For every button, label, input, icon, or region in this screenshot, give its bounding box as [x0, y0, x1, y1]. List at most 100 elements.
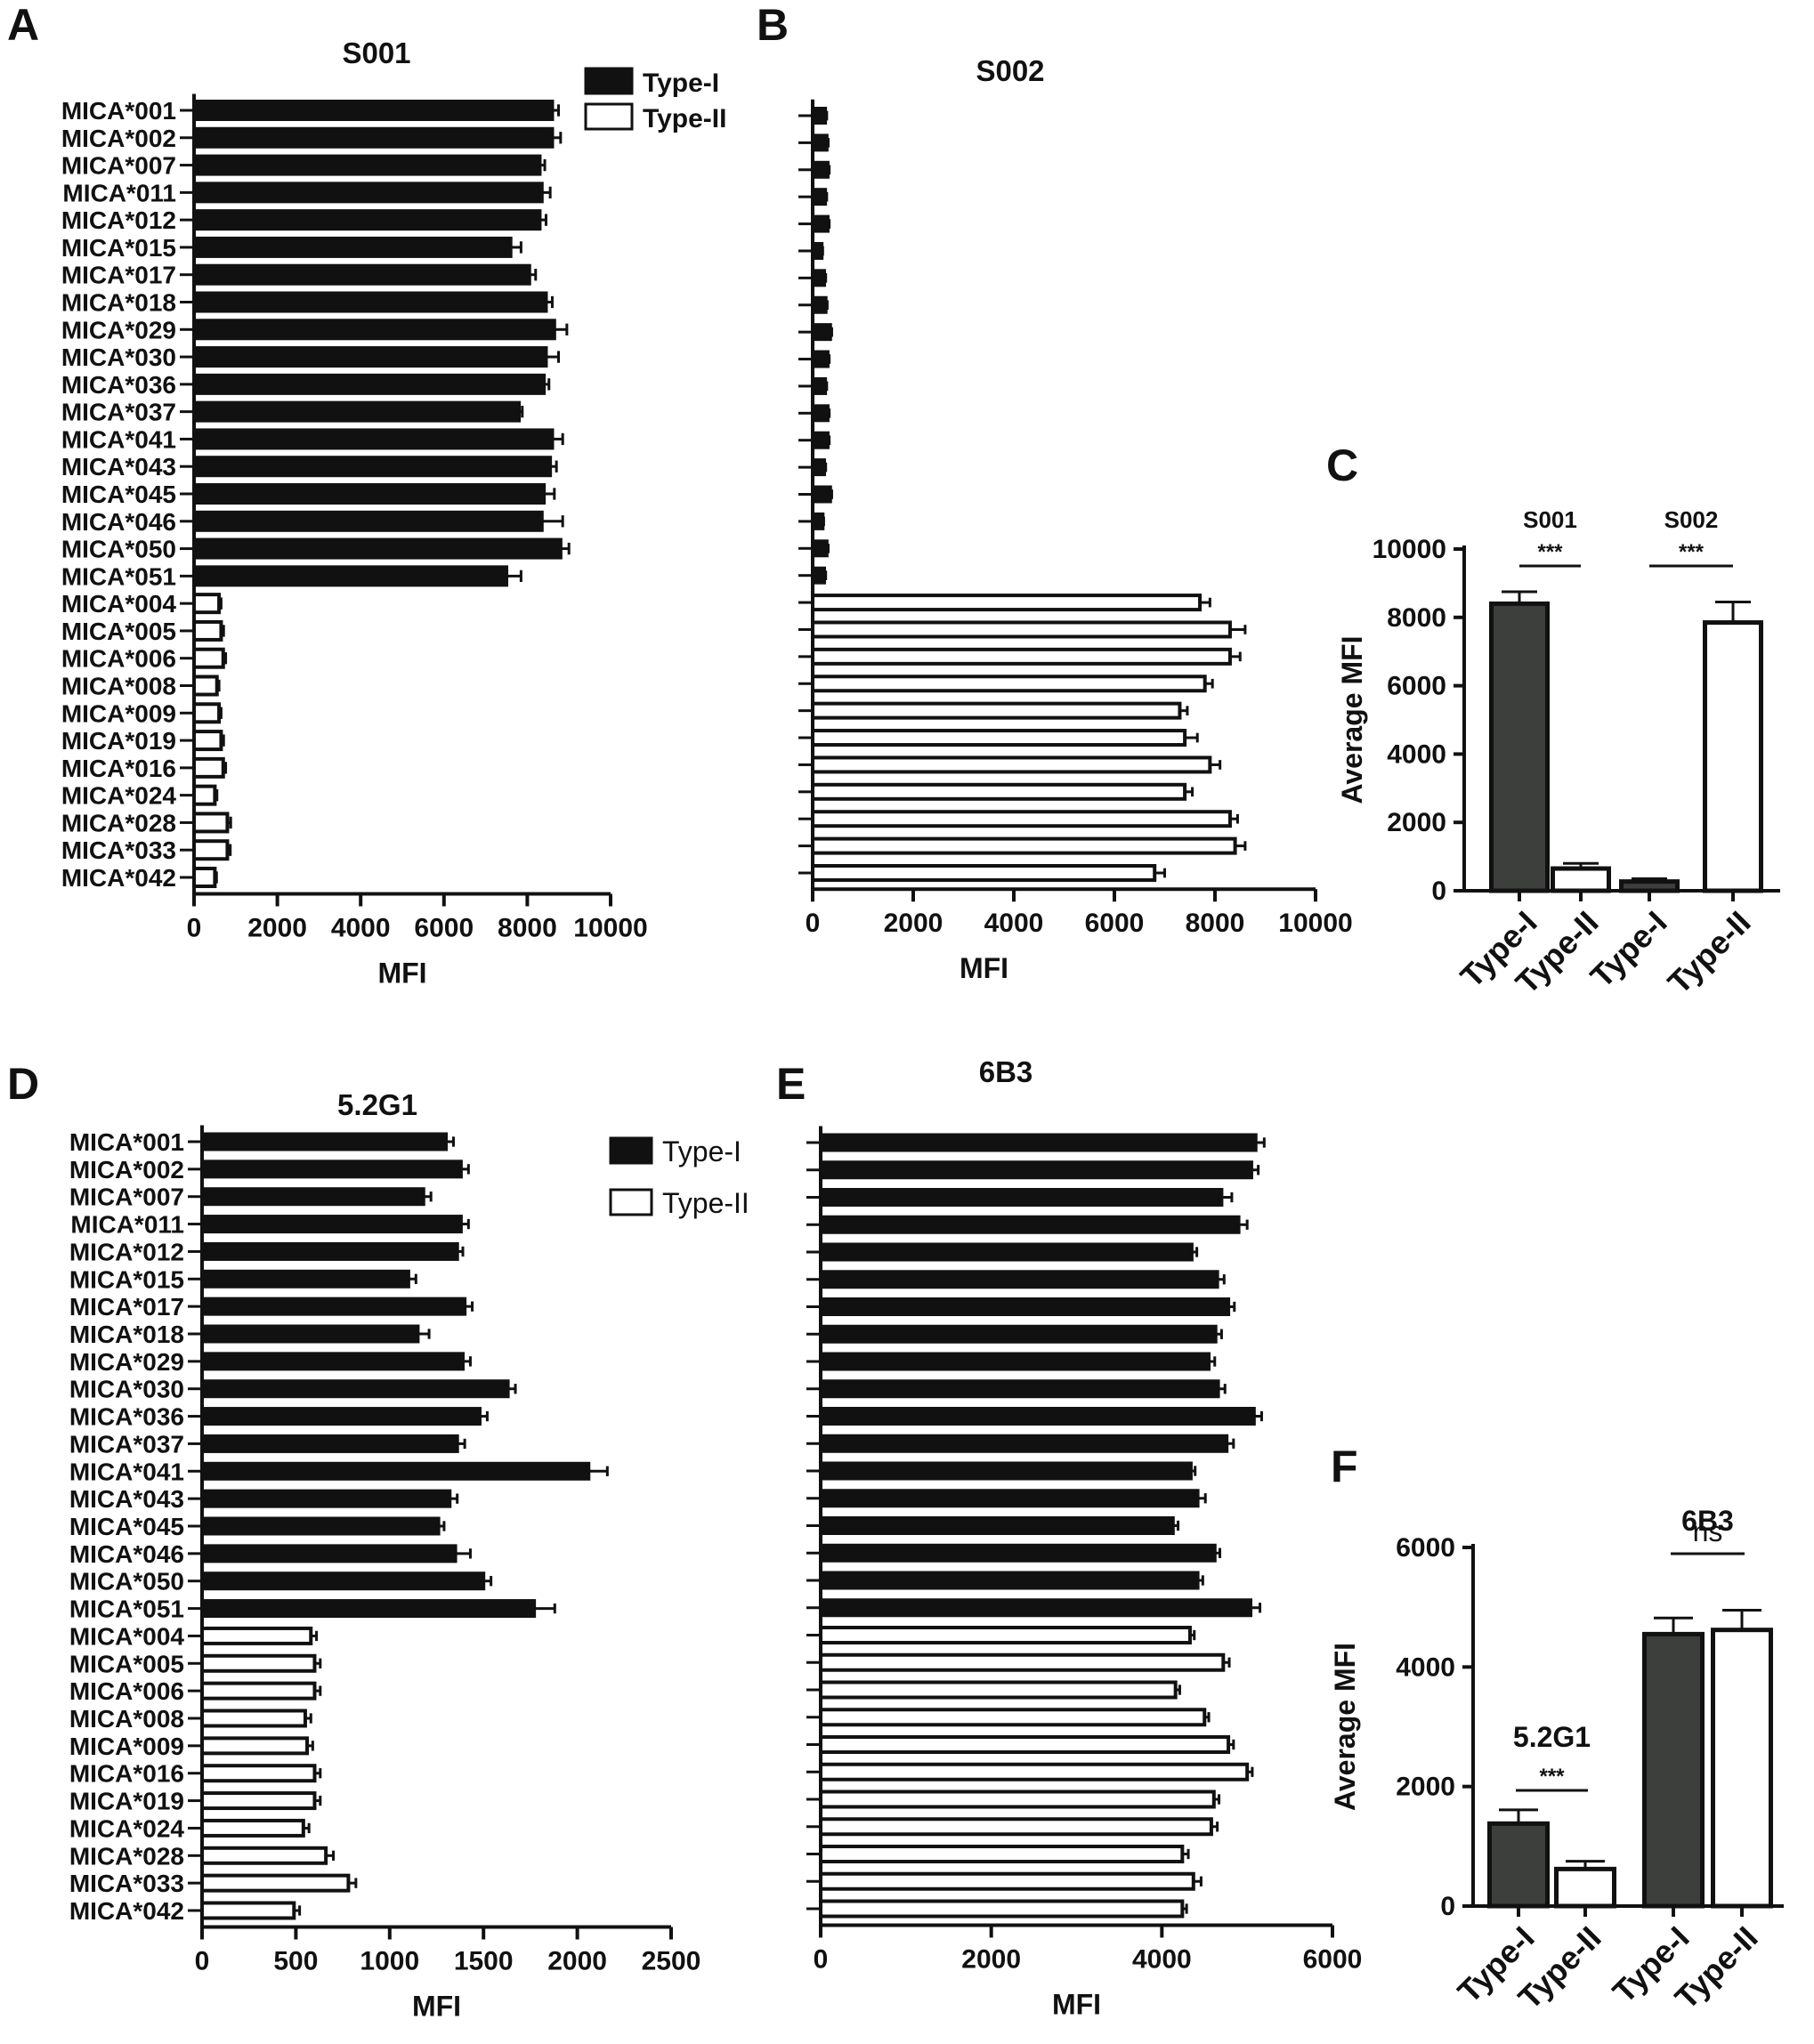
category-label-6: MICA*015	[69, 1265, 184, 1293]
bar-27	[192, 812, 230, 834]
bar-22	[192, 675, 219, 697]
group-label-1: 5.2G1	[1513, 1721, 1591, 1753]
category-label-5: MICA*012	[61, 206, 176, 234]
bar-5	[200, 1241, 459, 1261]
x-axis-label: MFI	[960, 952, 1008, 984]
category-label-15: MICA*045	[69, 1513, 184, 1540]
x-tick-label-4: 6000	[1085, 909, 1145, 938]
legend-swatch-type-ii	[609, 1188, 653, 1216]
bar-4	[192, 182, 544, 204]
bar-21	[200, 1681, 317, 1701]
bar-15	[200, 1516, 441, 1536]
x-tick-label-6: 10000	[573, 913, 647, 942]
bar-2	[192, 126, 555, 149]
bar-27	[819, 1845, 1185, 1863]
legend-label-type-i: Type-I	[662, 1135, 741, 1167]
bar-23	[811, 701, 1182, 720]
bar-20	[819, 1652, 1226, 1672]
x-tick-label-6: 10000	[1278, 909, 1352, 938]
bar-5	[819, 1242, 1194, 1262]
bar-28	[811, 836, 1237, 855]
bar-18	[819, 1598, 1252, 1618]
category-label-25: MICA*016	[61, 755, 176, 782]
bar-9	[200, 1352, 466, 1371]
panel-label-f: F	[1331, 1442, 1358, 1491]
y-tick-label-2: 2000	[1396, 1773, 1455, 1802]
category-label-2: MICA*002	[69, 1156, 184, 1184]
category-label-7: MICA*017	[61, 262, 176, 289]
bar-12	[811, 404, 830, 423]
bar-26	[811, 782, 1187, 801]
x-axis-label: MFI	[377, 957, 426, 989]
panel-d-chart: 5.2G1MICA*001MICA*002MICA*007MICA*011MIC…	[69, 1088, 749, 2023]
bar-19	[200, 1626, 313, 1645]
bar-1	[819, 1133, 1258, 1152]
bar-20	[811, 620, 1232, 639]
bar-22	[811, 675, 1207, 693]
category-label-2: MICA*002	[61, 125, 176, 152]
bar-8	[192, 291, 548, 313]
y-tick-label-5: 8000	[1387, 603, 1446, 633]
x-tick-label-6: 2500	[642, 1947, 701, 1976]
category-label-17: MICA*050	[69, 1568, 184, 1596]
x-tick-label-5: 8000	[1186, 909, 1245, 938]
panel-a-chart: S001MICA*001MICA*002MICA*007MICA*011MICA…	[61, 36, 727, 989]
bar-5	[811, 214, 830, 233]
bar-3	[819, 1188, 1224, 1207]
bar-20	[192, 619, 223, 642]
y-tick-label-3: 4000	[1396, 1652, 1455, 1682]
bar-2	[200, 1159, 463, 1179]
panel-label-b: B	[757, 0, 789, 50]
category-label-11: MICA*036	[69, 1403, 184, 1431]
bar-23	[819, 1735, 1231, 1754]
panel-e-chart: 6B3 0 2000 4000 6000 MFI	[806, 1055, 1362, 2020]
bar-5	[192, 209, 542, 231]
bar-7	[192, 263, 531, 286]
x-tick-label-1: 0	[187, 913, 202, 942]
bar-19	[819, 1626, 1192, 1644]
bar-24	[200, 1764, 317, 1783]
bar-3	[200, 1187, 425, 1207]
category-label-21: MICA*006	[61, 645, 176, 673]
summary-bar-1	[1487, 1821, 1550, 1909]
bar-8	[819, 1324, 1218, 1344]
summary-bar-2	[1554, 1866, 1616, 1909]
category-label-6: MICA*015	[61, 234, 176, 262]
bar-9	[819, 1352, 1211, 1371]
bar-29	[200, 1901, 296, 1920]
bar-24	[819, 1762, 1250, 1781]
bar-15	[192, 483, 547, 505]
bar-1	[200, 1132, 449, 1151]
x-tick-label-1: 0	[806, 909, 821, 938]
panel-label-a: A	[7, 0, 39, 50]
bar-28	[819, 1871, 1195, 1891]
category-label-8: MICA*018	[61, 289, 176, 317]
y-tick-label-4: 6000	[1396, 1533, 1455, 1563]
x-tick-label-3: 4000	[331, 913, 391, 942]
bar-1	[192, 100, 555, 121]
panel-label-d: D	[7, 1059, 39, 1109]
category-label-1: MICA*001	[61, 97, 176, 125]
panel-label-e: E	[776, 1059, 806, 1109]
bar-7	[200, 1297, 467, 1316]
group-label-1: S001	[1523, 506, 1577, 533]
x-tick-label-1: 0	[814, 1944, 829, 1974]
bar-9	[811, 323, 832, 342]
bar-21	[819, 1680, 1178, 1700]
bar-11	[200, 1407, 482, 1426]
category-label-25: MICA*019	[69, 1788, 184, 1815]
legend-swatch-type-i	[609, 1136, 653, 1165]
bar-17	[811, 539, 829, 558]
bar-22	[819, 1708, 1207, 1727]
bar-18	[200, 1599, 537, 1619]
bar-28	[192, 839, 230, 861]
x-tick-label-4: 6000	[414, 913, 474, 942]
category-label-16: MICA*046	[69, 1540, 184, 1568]
category-label-16: MICA*046	[61, 508, 176, 536]
category-label-26: MICA*024	[69, 1814, 185, 1842]
category-label-4: Type-II	[1661, 904, 1758, 1001]
chart-title: 6B3	[979, 1055, 1033, 1088]
bar-26	[200, 1818, 305, 1838]
bar-25	[811, 755, 1212, 774]
